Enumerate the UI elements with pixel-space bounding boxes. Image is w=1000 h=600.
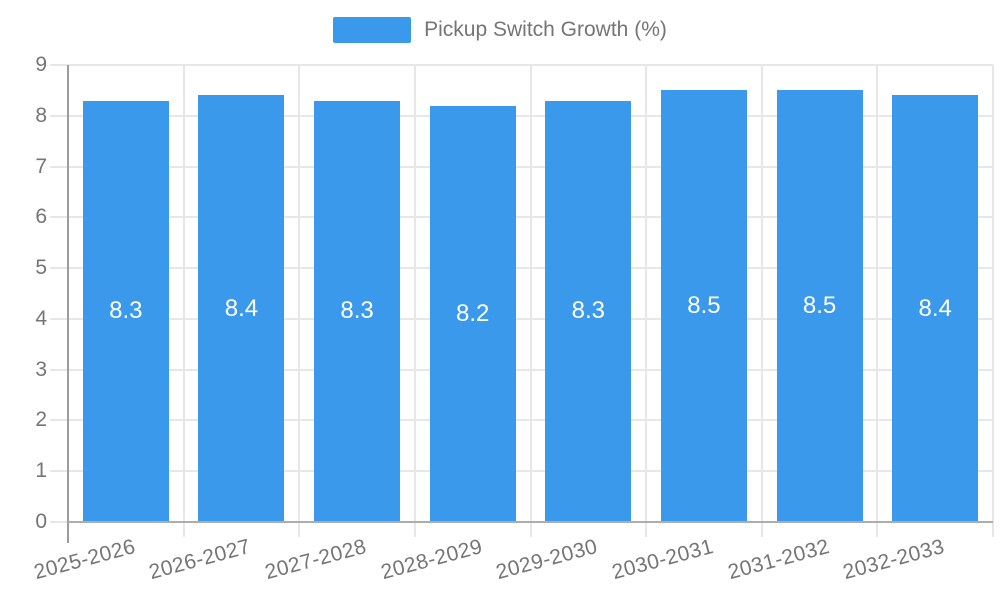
v-gridline <box>182 65 185 522</box>
bar[interactable] <box>314 100 401 522</box>
x-tick <box>182 522 185 537</box>
x-tick-label: 2025-2026 <box>31 535 138 585</box>
bar-value-label: 8.4 <box>224 294 259 322</box>
x-tick <box>992 522 994 537</box>
x-tick-label: 2030-2031 <box>609 535 716 585</box>
y-tick <box>50 165 68 168</box>
y-tick <box>50 64 68 66</box>
bar[interactable] <box>545 100 632 522</box>
bar[interactable] <box>660 90 747 522</box>
bar[interactable] <box>82 100 169 522</box>
x-tick-label: 2031-2032 <box>725 535 832 585</box>
bar[interactable] <box>776 90 863 522</box>
y-tick-label: 1 <box>35 459 47 483</box>
y-tick <box>50 267 68 270</box>
y-tick-label: 0 <box>35 510 47 533</box>
v-gridline <box>760 65 763 522</box>
y-tick-label: 4 <box>35 306 47 330</box>
bar-value-label: 8.3 <box>340 297 374 325</box>
y-tick <box>50 317 68 320</box>
y-tick-label: 2 <box>35 408 47 432</box>
legend-item[interactable]: Pickup Switch Growth (%) <box>0 17 1000 43</box>
x-tick <box>760 522 763 537</box>
y-axis-line <box>67 65 69 543</box>
y-tick <box>50 114 68 117</box>
bar-value-label: 8.5 <box>802 292 837 320</box>
y-tick-label: 7 <box>35 154 47 178</box>
v-gridline <box>529 65 532 522</box>
v-gridline <box>298 65 301 522</box>
legend-swatch <box>333 17 412 43</box>
bar-value-label: 8.3 <box>571 297 605 325</box>
x-tick <box>413 522 416 537</box>
y-tick-label: 8 <box>35 103 47 127</box>
bar-value-label: 8.2 <box>456 299 490 327</box>
x-tick-label: 2029-2030 <box>493 535 601 585</box>
bar[interactable] <box>892 95 979 522</box>
y-tick-label: 6 <box>35 205 47 229</box>
x-tick-label: 2026-2027 <box>146 535 254 585</box>
y-tick <box>50 419 68 422</box>
y-tick-label: 9 <box>35 53 47 76</box>
bar-value-label: 8.4 <box>918 294 952 322</box>
x-tick <box>645 522 648 537</box>
v-gridline <box>645 65 648 522</box>
x-tick <box>876 522 879 537</box>
y-tick <box>50 216 68 219</box>
x-tick <box>298 522 301 537</box>
bar[interactable] <box>198 95 285 522</box>
bar[interactable] <box>429 105 516 522</box>
x-axis-line <box>68 521 993 523</box>
y-tick-label: 3 <box>35 357 47 381</box>
legend-label: Pickup Switch Growth (%) <box>424 18 667 41</box>
x-tick-label: 2032-2033 <box>840 535 948 585</box>
y-tick <box>50 470 68 473</box>
y-tick <box>50 368 68 371</box>
x-tick <box>529 522 532 537</box>
x-tick-label: 2028-2029 <box>378 535 485 585</box>
x-tick-label: 2027-2028 <box>262 535 370 585</box>
v-gridline <box>413 65 416 522</box>
bar-value-label: 8.5 <box>687 292 721 320</box>
v-gridline <box>876 65 879 522</box>
bar-value-label: 8.3 <box>109 297 143 325</box>
v-gridline <box>992 65 994 522</box>
y-tick-label: 5 <box>35 256 47 280</box>
y-tick <box>50 521 68 523</box>
